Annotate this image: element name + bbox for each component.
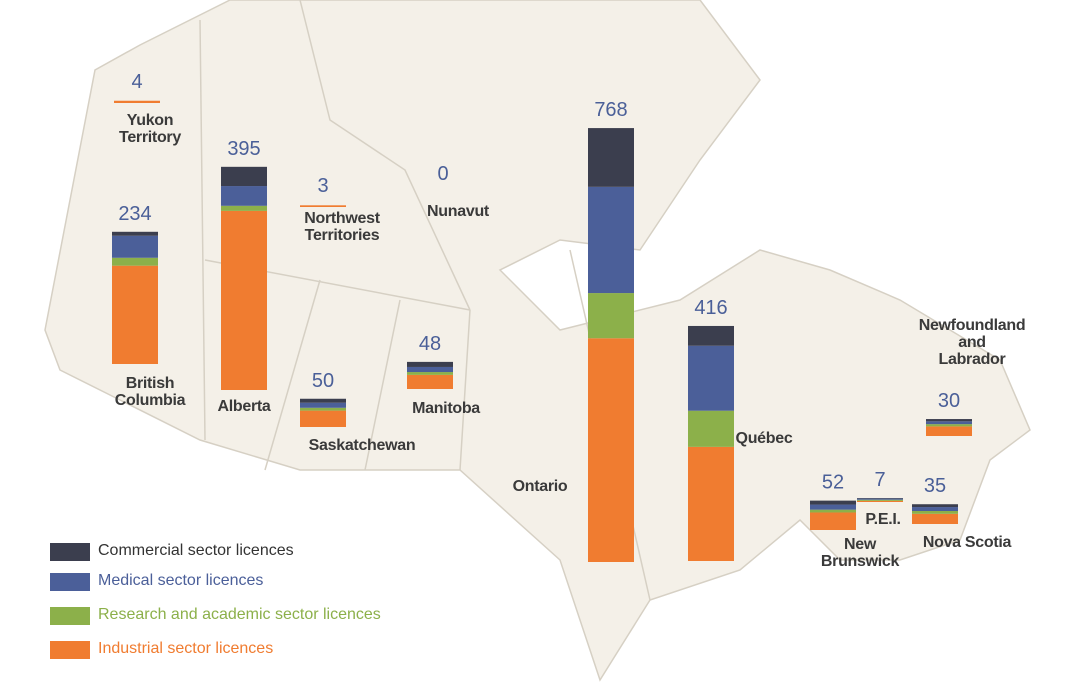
total-label: 48 bbox=[419, 333, 441, 355]
bar-segment bbox=[112, 231, 158, 236]
bar-segment bbox=[810, 509, 856, 513]
bar-segment bbox=[912, 507, 958, 512]
bar-segment bbox=[810, 500, 856, 505]
bar-segment bbox=[688, 325, 734, 346]
bar-segment bbox=[300, 402, 346, 408]
legend-label: Industrial sector licences bbox=[98, 640, 274, 657]
bar-segment bbox=[407, 366, 453, 373]
region-label: Alberta bbox=[217, 398, 271, 415]
total-label: 7 bbox=[874, 469, 885, 491]
total-label: 234 bbox=[118, 203, 151, 225]
region-label: Yukon Territory bbox=[119, 112, 181, 146]
legend-label: Medical sector licences bbox=[98, 572, 264, 589]
region-label: Nunavut bbox=[427, 203, 489, 220]
bar-segment bbox=[588, 186, 634, 294]
region-label: Québec bbox=[735, 430, 793, 447]
region-label: Manitoba bbox=[412, 400, 480, 417]
bar-segment bbox=[588, 293, 634, 339]
bar-segment bbox=[300, 398, 346, 403]
legend-label: Research and academic sector licences bbox=[98, 606, 381, 623]
bar-segment bbox=[810, 512, 856, 530]
bar-segment bbox=[926, 419, 972, 422]
bar-segment bbox=[407, 372, 453, 375]
region-label: Ontario bbox=[512, 478, 568, 495]
bar-segment bbox=[912, 504, 958, 508]
total-label: 35 bbox=[924, 475, 946, 497]
region-label: P.E.I. bbox=[865, 511, 901, 528]
bar-segment bbox=[688, 446, 734, 561]
bar-segment bbox=[112, 265, 158, 364]
bar-segment bbox=[300, 407, 346, 411]
total-label: 3 bbox=[317, 175, 328, 197]
bar-segment bbox=[926, 426, 972, 436]
bar-segment bbox=[588, 128, 634, 187]
canada-outline bbox=[44, 0, 1031, 682]
bar-segment bbox=[857, 499, 903, 501]
bar-segment bbox=[912, 513, 958, 524]
bar-segment bbox=[912, 511, 958, 514]
bar-segment bbox=[857, 498, 903, 500]
total-label: 52 bbox=[822, 472, 844, 494]
region-label: New Brunswick bbox=[820, 536, 900, 570]
bar-segment bbox=[221, 166, 267, 187]
total-label: 395 bbox=[227, 138, 260, 160]
bar-segment bbox=[112, 257, 158, 266]
bar-segment bbox=[588, 338, 634, 562]
region-label: British Columbia bbox=[114, 375, 186, 409]
legend-swatch bbox=[50, 543, 90, 561]
total-label: 768 bbox=[594, 99, 627, 121]
total-label: 30 bbox=[938, 390, 960, 412]
bar-segment bbox=[926, 421, 972, 425]
bar-segment bbox=[221, 186, 267, 206]
total-label: 0 bbox=[437, 163, 448, 185]
region-label: Newfoundland and Labrador bbox=[918, 317, 1026, 368]
bar-segment bbox=[857, 498, 903, 499]
bar-segment bbox=[221, 210, 267, 390]
region-label: Nova Scotia bbox=[922, 534, 1012, 551]
legend-swatch bbox=[50, 607, 90, 625]
bar-segment bbox=[112, 235, 158, 258]
total-label: 4 bbox=[131, 71, 142, 93]
region-label: Saskatchewan bbox=[308, 437, 416, 454]
region-label: Northwest Territories bbox=[304, 210, 380, 244]
bar-segment bbox=[407, 361, 453, 367]
legend-swatch bbox=[50, 641, 90, 659]
bar-segment bbox=[926, 424, 972, 427]
bar-segment bbox=[221, 205, 267, 211]
bar-segment bbox=[407, 374, 453, 389]
total-label: 50 bbox=[312, 370, 334, 392]
bar-segment bbox=[688, 410, 734, 447]
bar-segment bbox=[114, 100, 160, 103]
bar-segment bbox=[300, 410, 346, 427]
bar-segment bbox=[688, 345, 734, 411]
bar-segment bbox=[857, 500, 903, 502]
legend-label: Commercial sector licences bbox=[98, 542, 294, 559]
bar-segment bbox=[300, 205, 346, 207]
legend-swatch bbox=[50, 573, 90, 591]
bar-segment bbox=[810, 504, 856, 510]
total-label: 416 bbox=[694, 297, 727, 319]
